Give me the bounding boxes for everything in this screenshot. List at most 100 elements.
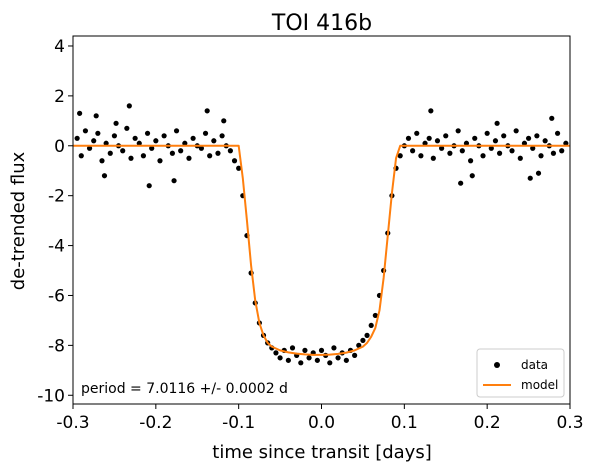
y-tick-label: -10 (37, 386, 65, 406)
data-point (563, 140, 569, 146)
data-point (298, 360, 304, 366)
data-point (472, 135, 478, 141)
chart-title: TOI 416b (271, 11, 372, 36)
data-point (410, 148, 416, 154)
data-point (182, 140, 188, 146)
data-point (327, 360, 333, 366)
data-point (418, 153, 424, 159)
data-point (414, 130, 420, 136)
x-tick-label: 0.1 (391, 413, 418, 433)
data-point (352, 352, 358, 358)
data-point (439, 145, 445, 151)
data-point (186, 155, 192, 161)
data-point (372, 312, 378, 319)
data-point (463, 140, 470, 146)
y-axis-label: de-trended flux (8, 151, 29, 290)
data-point (335, 355, 341, 361)
data-point (480, 153, 486, 159)
data-point (289, 345, 296, 351)
data-point (86, 145, 93, 151)
x-axis-ticks: -0.3 -0.2 -0.1 0.0 0.1 0.2 0.3 (56, 404, 584, 433)
x-tick-label: -0.2 (139, 413, 172, 433)
data-point (405, 135, 412, 141)
data-point (468, 158, 474, 164)
data-point (173, 128, 180, 134)
data-point (364, 332, 370, 338)
data-point (190, 135, 196, 141)
data-point (535, 170, 542, 176)
y-tick-label: 2 (54, 87, 65, 107)
y-tick-label: -4 (48, 237, 65, 257)
data-point (149, 145, 155, 151)
data-point (447, 150, 453, 156)
data-point (455, 128, 461, 134)
x-tick-label: -0.3 (56, 413, 89, 433)
data-point (492, 138, 499, 144)
y-tick-label: -8 (48, 336, 65, 356)
data-point (314, 357, 320, 363)
x-tick-label: 0.2 (474, 413, 501, 433)
data-point (171, 178, 177, 184)
data-point (484, 130, 490, 136)
legend-data-marker (494, 362, 500, 368)
data-point (157, 158, 163, 164)
y-tick-label: 0 (54, 137, 65, 157)
data-point (530, 145, 536, 151)
model-line (73, 144, 570, 356)
data-point (140, 153, 147, 159)
data-point (501, 133, 507, 139)
data-point (82, 128, 89, 134)
data-point (397, 153, 403, 159)
data-point (136, 140, 142, 146)
data-point (231, 158, 238, 164)
data-point (103, 140, 109, 146)
data-point (236, 165, 242, 171)
data-point (527, 175, 533, 181)
data-point (91, 138, 97, 144)
data-point (331, 345, 337, 351)
data-point (146, 183, 152, 189)
data-point (434, 138, 441, 144)
data-point (204, 108, 210, 114)
data-point (285, 357, 291, 363)
data-point (422, 140, 428, 146)
data-point (494, 120, 500, 126)
data-point (78, 153, 84, 159)
y-tick-label: -6 (48, 286, 65, 306)
data-point (426, 135, 432, 141)
data-point (534, 133, 540, 139)
data-point (550, 150, 557, 156)
data-point (368, 322, 374, 329)
data-point (469, 173, 475, 179)
data-point (99, 158, 105, 164)
x-axis-label: time since transit [days] (212, 442, 431, 463)
data-point (488, 145, 494, 151)
data-point (302, 347, 308, 353)
data-point (211, 138, 217, 144)
data-point (178, 148, 184, 154)
data-point (430, 155, 436, 161)
data-point (113, 120, 119, 126)
data-point (360, 337, 366, 343)
data-point (95, 130, 101, 136)
data-point (221, 118, 227, 124)
legend-label-model: model (521, 378, 558, 392)
data-point (107, 150, 113, 156)
data-point (538, 153, 544, 159)
legend-label-data: data (521, 358, 548, 372)
y-axis-ticks: 4 2 0 -2 -4 -6 -8 -10 (37, 37, 73, 406)
data-point (126, 103, 132, 109)
data-point (207, 153, 213, 159)
data-point (120, 148, 126, 154)
x-tick-label: -0.1 (222, 413, 255, 433)
data-point (74, 135, 80, 141)
data-point (459, 148, 465, 154)
data-point (549, 115, 555, 121)
data-point (144, 130, 151, 136)
data-point (496, 150, 503, 156)
data-point (542, 138, 548, 144)
data-point (215, 150, 221, 156)
data-point (198, 145, 204, 151)
data-point (458, 180, 464, 186)
data-point (559, 148, 565, 154)
